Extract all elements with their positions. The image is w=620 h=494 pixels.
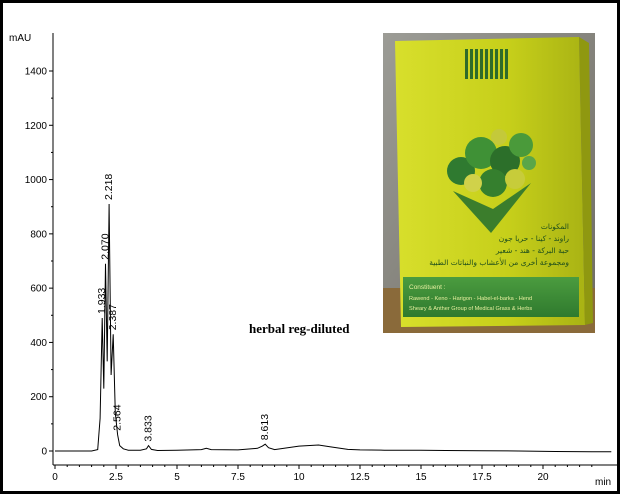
x-tick-label: 12.5 xyxy=(350,472,370,483)
y-tick-label: 0 xyxy=(41,447,47,458)
y-tick-label: 1200 xyxy=(25,121,48,132)
arabic-line-2: راوند - كينا - حريا جون xyxy=(499,234,570,243)
x-tick-label: 15 xyxy=(415,472,427,483)
chart-ticks: 0 200 400 600 800 1000 1200 1400 0 2.5 5 7.5 10 12.5 1… xyxy=(25,67,593,483)
x-tick-label: 0 xyxy=(52,472,58,483)
y-tick-label: 1400 xyxy=(25,67,48,78)
x-tick-label: 10 xyxy=(293,472,305,483)
x-axis-label: min xyxy=(595,477,611,488)
constituent-panel xyxy=(403,277,579,317)
barcode-stripes xyxy=(465,49,508,79)
product-box-photo: المكونات راوند - كينا - حريا جون حبة الب… xyxy=(383,33,595,333)
constituent-line-2: Sheary & Anther Group of Medical Grass &… xyxy=(409,306,532,312)
peak-label: 2.070 xyxy=(100,233,112,259)
peak-label: 1.933 xyxy=(96,288,108,314)
constituent-heading: Constituent : xyxy=(409,284,446,291)
x-tick-label: 17.5 xyxy=(472,472,492,483)
chromatogram-chart: 0 200 400 600 800 1000 1200 1400 0 2.5 5 7.5 10 12.5 1… xyxy=(9,33,617,488)
y-axis-label: mAU xyxy=(9,33,31,44)
x-tick-label: 20 xyxy=(537,472,549,483)
box-right-edge xyxy=(579,37,593,325)
y-tick-label: 800 xyxy=(30,229,47,240)
arabic-text-block: المكونات راوند - كينا - حريا جون حبة الب… xyxy=(429,222,569,267)
peak-label: 3.833 xyxy=(143,415,155,441)
y-tick-label: 1000 xyxy=(25,175,48,186)
peak-label: 2.387 xyxy=(107,304,119,330)
x-tick-label: 5 xyxy=(174,472,180,483)
x-tick-label: 2.5 xyxy=(109,472,123,483)
x-tick-label: 7.5 xyxy=(231,472,245,483)
peak-labels: 1.933 2.070 2.218 2.387 2.564 3.833 8.613 xyxy=(96,174,271,442)
chromatogram-trace xyxy=(55,203,612,453)
peak-label: 8.613 xyxy=(259,414,271,440)
arabic-line-4: ومجموعة أخرى من الأعشاب والنباتات الطبية xyxy=(429,257,569,267)
y-tick-label: 200 xyxy=(30,392,47,403)
arabic-line-3: حبة البركة - هند - شعير xyxy=(495,246,569,255)
chart-annotation: herbal reg-diluted xyxy=(249,321,350,336)
chart-axes xyxy=(52,33,617,466)
herb-illustration xyxy=(447,129,536,233)
peak-label: 2.218 xyxy=(103,174,115,200)
y-tick-label: 600 xyxy=(30,284,47,295)
peak-label: 2.564 xyxy=(112,404,124,430)
chromatogram-line xyxy=(55,203,612,453)
y-tick-label: 400 xyxy=(30,338,47,349)
constituent-line-1: Rawend - Keno - Harigon - Habel-el-barka… xyxy=(409,296,532,302)
arabic-line-1: المكونات xyxy=(541,222,569,231)
